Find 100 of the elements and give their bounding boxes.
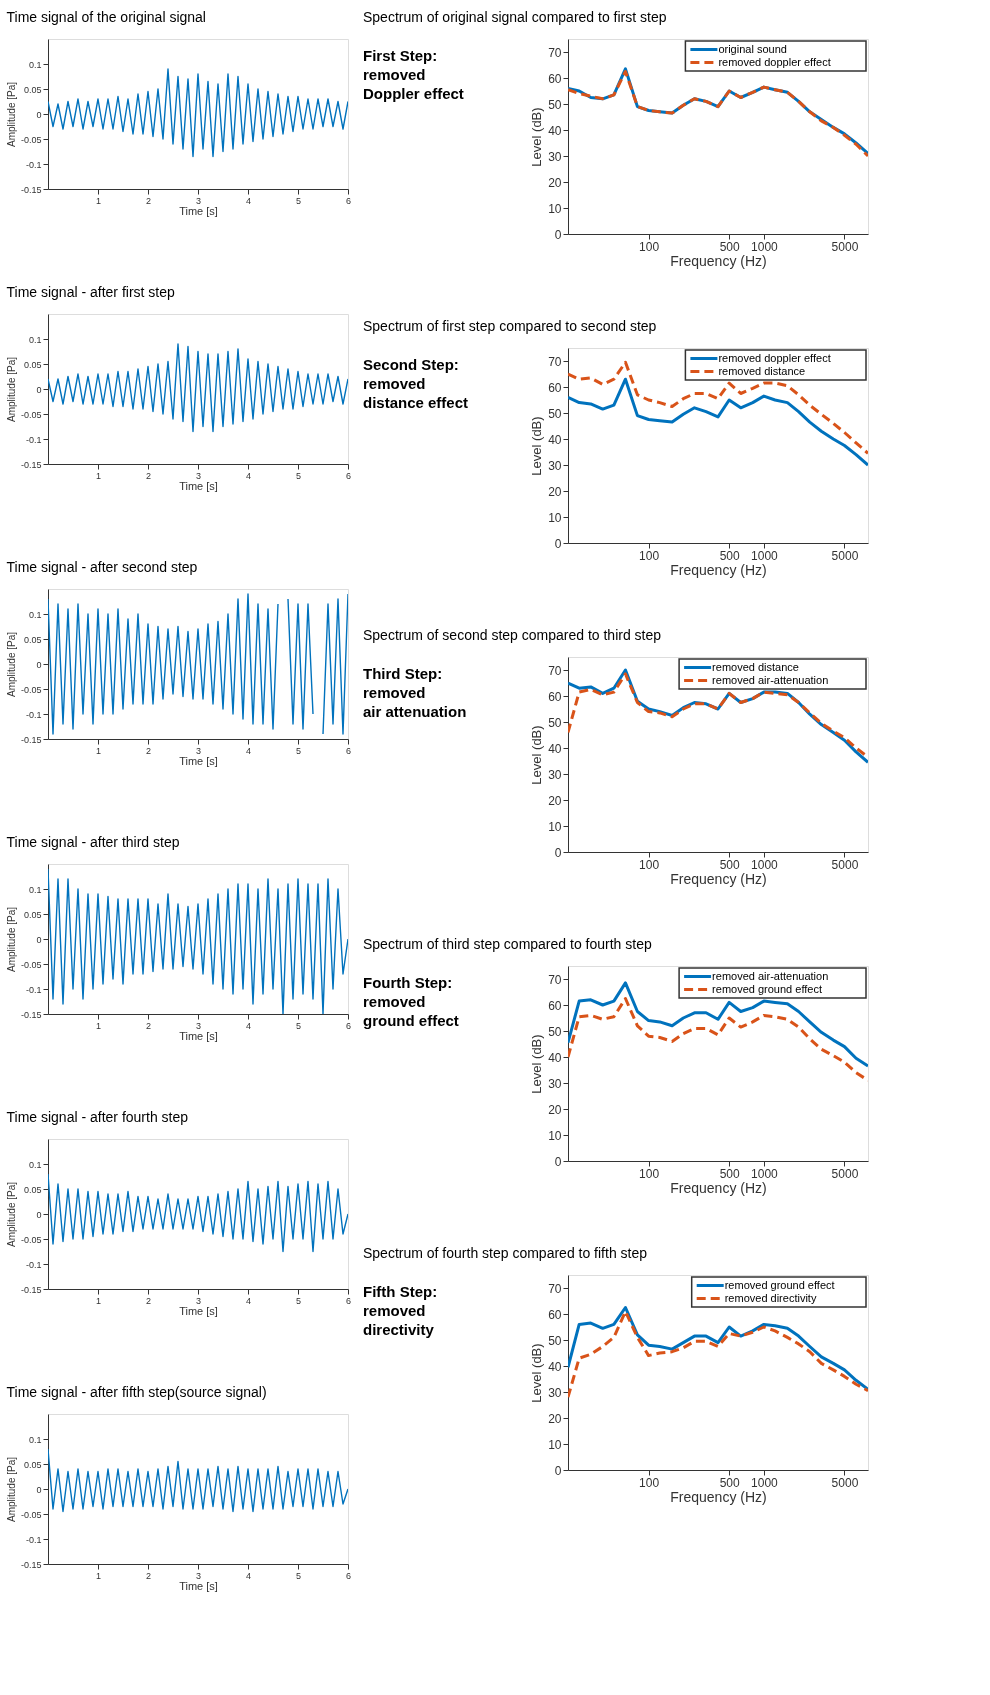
y-tick-label: 70 bbox=[548, 45, 562, 60]
x-tick-label: 2 bbox=[145, 470, 152, 481]
x-tick-label: 5000 bbox=[831, 548, 859, 563]
x-tick-label: 500 bbox=[719, 1166, 741, 1181]
x-tick-label: 2 bbox=[145, 1295, 152, 1306]
y-tick-label: 30 bbox=[548, 458, 562, 473]
text: Fifth Step: bbox=[363, 1283, 438, 1300]
y-tick-label: 20 bbox=[548, 793, 562, 808]
y-tick-label: 0.05 bbox=[23, 359, 42, 370]
chart-title: Spectrum of first step compared to second step bbox=[363, 318, 657, 334]
text: Third Step: bbox=[363, 665, 443, 682]
y-tick-label: 10 bbox=[548, 1128, 562, 1143]
x-axis-title: Time [s] bbox=[179, 479, 218, 492]
x-tick-label: 4 bbox=[245, 745, 252, 756]
x-axis-title: Frequency (Hz) bbox=[670, 870, 767, 887]
chart-title: Time signal - after fifth step(source signal) bbox=[6, 1384, 267, 1400]
y-tick-label: 10 bbox=[548, 819, 562, 834]
y-tick-label: 0 bbox=[554, 845, 562, 860]
chart-title: Time signal - after third step bbox=[6, 834, 180, 850]
x-tick-label: 3 bbox=[195, 195, 202, 206]
x-tick-label: 4 bbox=[245, 470, 252, 481]
y-tick-label: 0.1 bbox=[28, 334, 42, 345]
x-axis-title: Frequency (Hz) bbox=[670, 1488, 767, 1505]
x-tick-label: 1 bbox=[95, 1570, 102, 1581]
y-tick-label: 60 bbox=[548, 689, 562, 704]
y-tick-label: 0 bbox=[554, 536, 562, 551]
x-tick-label: 3 bbox=[195, 1570, 202, 1581]
y-tick-label: -0.1 bbox=[25, 434, 42, 445]
y-tick-label: 20 bbox=[548, 1411, 562, 1426]
x-axis-title: Time [s] bbox=[179, 1579, 218, 1592]
y-tick-label: -0.15 bbox=[20, 184, 42, 195]
y-tick-label: 10 bbox=[548, 510, 562, 525]
text: ground effect bbox=[363, 1012, 459, 1029]
x-axis-title: Time [s] bbox=[179, 204, 218, 217]
x-tick-label: 6 bbox=[345, 195, 352, 206]
x-tick-label: 1000 bbox=[751, 857, 779, 872]
x-tick-label: 5 bbox=[295, 1570, 302, 1581]
x-tick-label: 500 bbox=[719, 1475, 741, 1490]
x-tick-label: 5000 bbox=[831, 1166, 859, 1181]
x-tick-label: 3 bbox=[195, 745, 202, 756]
text: removed bbox=[363, 1302, 426, 1319]
chart-title: Spectrum of third step compared to fourth step bbox=[363, 936, 652, 952]
x-axis-title: Frequency (Hz) bbox=[670, 252, 767, 269]
y-tick-label: -0.05 bbox=[20, 1234, 42, 1245]
y-tick-label: 0 bbox=[36, 384, 42, 395]
text: First Step: bbox=[363, 47, 438, 64]
x-axis-title: Time [s] bbox=[179, 1304, 218, 1317]
y-tick-label: 60 bbox=[548, 1307, 562, 1322]
y-tick-label: 70 bbox=[548, 354, 562, 369]
y-tick-label: 0 bbox=[36, 1484, 42, 1495]
x-tick-label: 100 bbox=[639, 1475, 660, 1490]
x-tick-label: 100 bbox=[639, 857, 660, 872]
y-tick-label: 0.05 bbox=[23, 84, 42, 95]
chart-title: Spectrum of second step compared to third step bbox=[363, 627, 662, 643]
y-tick-label: 40 bbox=[548, 1359, 562, 1374]
y-tick-label: 70 bbox=[548, 663, 562, 678]
y-axis-title: Amplitude [Pa] bbox=[5, 1456, 17, 1523]
y-tick-label: 0.1 bbox=[28, 1434, 42, 1445]
y-tick-label: 10 bbox=[548, 1437, 562, 1452]
text: Fourth Step: bbox=[363, 974, 453, 991]
legend-label: removed air-attenuation bbox=[712, 969, 829, 982]
y-tick-label: -0.05 bbox=[20, 409, 42, 420]
x-tick-label: 100 bbox=[639, 1166, 660, 1181]
x-tick-label: 4 bbox=[245, 1295, 252, 1306]
legend-label: original sound bbox=[718, 42, 787, 55]
y-tick-label: 60 bbox=[548, 71, 562, 86]
y-tick-label: 0.1 bbox=[28, 1159, 42, 1170]
text: distance effect bbox=[363, 394, 469, 411]
y-tick-label: 50 bbox=[548, 97, 562, 112]
y-tick-label: 0 bbox=[554, 1154, 562, 1169]
y-axis-title: Level (dB) bbox=[529, 1343, 545, 1403]
x-tick-label: 1 bbox=[95, 1020, 102, 1031]
text: removed bbox=[363, 375, 426, 392]
y-tick-label: 0.05 bbox=[23, 634, 42, 645]
x-tick-label: 1000 bbox=[751, 548, 779, 563]
chart-title: Time signal - after second step bbox=[6, 559, 198, 575]
y-tick-label: 50 bbox=[548, 1333, 562, 1348]
x-axis-title: Frequency (Hz) bbox=[670, 1179, 767, 1196]
y-tick-label: 30 bbox=[548, 1076, 562, 1091]
y-tick-label: 0.05 bbox=[23, 1184, 42, 1195]
chart-title: Time signal of the original signal bbox=[6, 9, 206, 25]
y-tick-label: 0.1 bbox=[28, 884, 42, 895]
text: removed bbox=[363, 66, 426, 83]
x-tick-label: 1000 bbox=[751, 1475, 779, 1490]
y-tick-label: 20 bbox=[548, 175, 562, 190]
y-tick-label: 50 bbox=[548, 1024, 562, 1039]
x-axis-title: Frequency (Hz) bbox=[670, 561, 767, 578]
x-tick-label: 1 bbox=[95, 195, 102, 206]
y-tick-label: -0.05 bbox=[20, 959, 42, 970]
y-tick-label: 10 bbox=[548, 201, 562, 216]
x-tick-label: 2 bbox=[145, 1570, 152, 1581]
chart-title: Spectrum of fourth step compared to fifth step bbox=[363, 1245, 648, 1261]
legend-label: removed doppler effect bbox=[718, 351, 831, 364]
y-tick-label: 50 bbox=[548, 715, 562, 730]
y-tick-label: 0.05 bbox=[23, 1459, 42, 1470]
text: removed bbox=[363, 993, 426, 1010]
x-tick-label: 5 bbox=[295, 470, 302, 481]
text: removed bbox=[363, 684, 426, 701]
x-tick-label: 6 bbox=[345, 1020, 352, 1031]
y-tick-label: 70 bbox=[548, 972, 562, 987]
